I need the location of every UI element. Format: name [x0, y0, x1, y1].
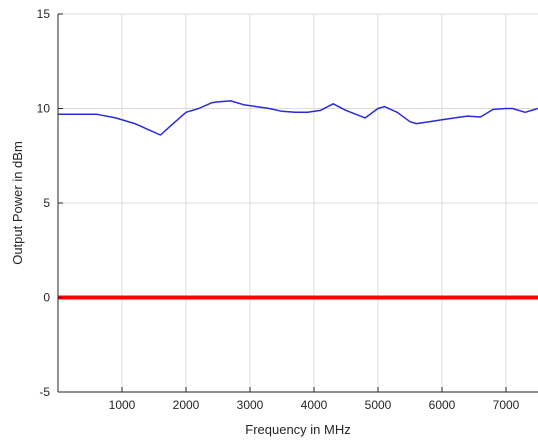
y-tick-label: 0	[43, 291, 50, 305]
y-tick-label: 10	[37, 102, 51, 116]
x-tick-label: 6000	[429, 398, 456, 412]
x-axis-label: Frequency in MHz	[245, 422, 350, 437]
x-ticks: 1000 2000 3000 4000 5000 6000 7000	[109, 387, 520, 412]
y-tick-label: -5	[39, 385, 50, 399]
x-tick-label: 1000	[109, 398, 136, 412]
x-tick-label: 4000	[301, 398, 328, 412]
y-ticks: -5 0 5 10 15	[37, 7, 63, 399]
output-power-line	[58, 100, 538, 136]
x-tick-label: 5000	[365, 398, 392, 412]
y-axis-label: Output Power in dBm	[10, 141, 25, 265]
x-tick-label: 3000	[237, 398, 264, 412]
y-tick-label: 5	[43, 196, 50, 210]
series-layer	[58, 100, 538, 300]
x-tick-label: 2000	[173, 398, 200, 412]
x-tick-label: 7000	[493, 398, 520, 412]
y-tick-label: 15	[37, 7, 51, 21]
